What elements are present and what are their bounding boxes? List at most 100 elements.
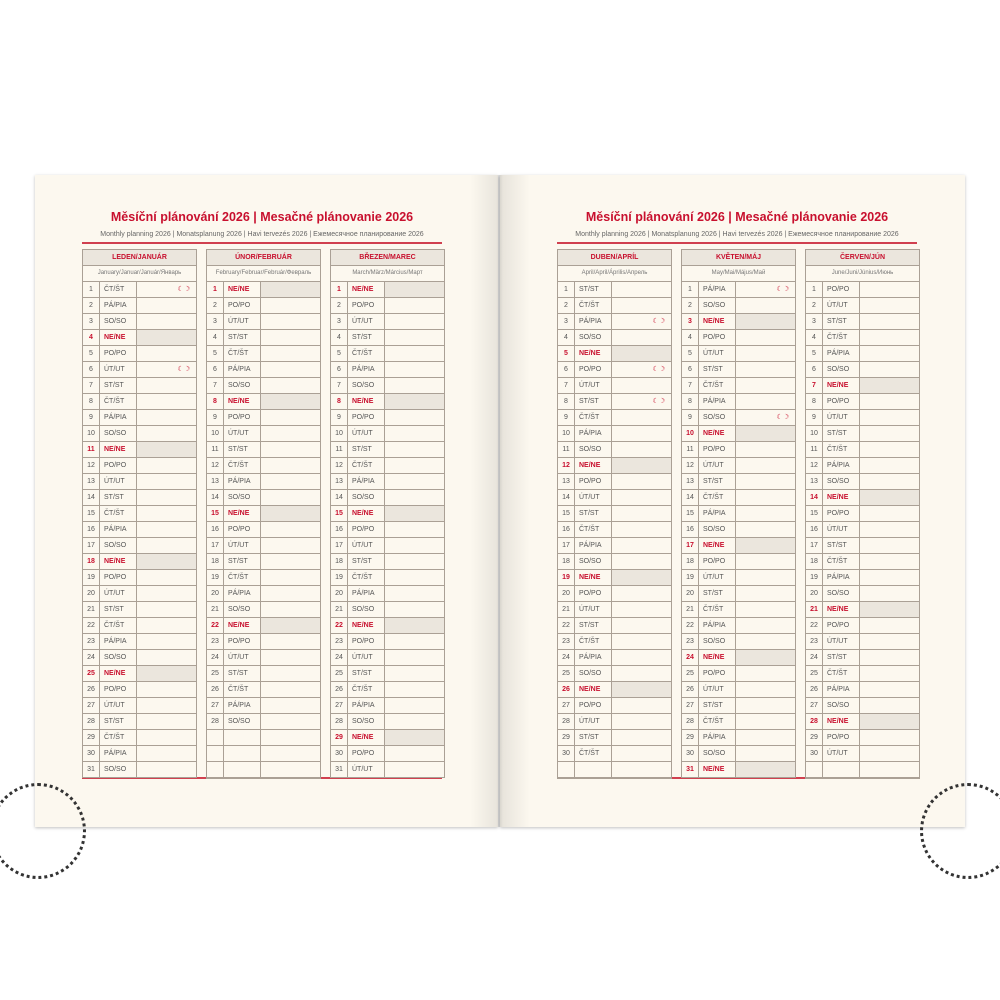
note-cell[interactable] [612, 346, 671, 361]
day-row[interactable]: 1 ČT/ŠT ☾☽ [83, 282, 196, 298]
day-row[interactable]: 1 ST/ST [558, 282, 671, 298]
day-row[interactable]: 22 PÁ/PIA [682, 618, 795, 634]
day-row[interactable]: 4 PO/PO [682, 330, 795, 346]
day-row[interactable]: 4 ST/ST [331, 330, 444, 346]
note-cell[interactable] [261, 282, 320, 297]
day-row[interactable]: 25 NE/NE [83, 666, 196, 682]
note-cell[interactable] [261, 538, 320, 553]
day-row[interactable]: 5 ČT/ŠT [331, 346, 444, 362]
day-row[interactable]: 8 ST/ST ☾☽ [558, 394, 671, 410]
note-cell[interactable] [736, 522, 795, 537]
note-cell[interactable] [137, 762, 196, 777]
note-cell[interactable] [860, 298, 919, 313]
note-cell[interactable] [736, 618, 795, 633]
note-cell[interactable] [736, 586, 795, 601]
day-row[interactable]: 14 SO/SO [207, 490, 320, 506]
day-row[interactable]: 27 ST/ST [682, 698, 795, 714]
note-cell[interactable] [261, 554, 320, 569]
day-row[interactable]: 9 PO/PO [331, 410, 444, 426]
note-cell[interactable] [261, 298, 320, 313]
note-cell[interactable] [261, 410, 320, 425]
day-row[interactable]: 2 PO/PO [207, 298, 320, 314]
note-cell[interactable] [860, 602, 919, 617]
note-cell[interactable] [736, 538, 795, 553]
note-cell[interactable] [385, 602, 444, 617]
note-cell[interactable] [137, 698, 196, 713]
note-cell[interactable] [261, 682, 320, 697]
day-row[interactable]: 5 PÁ/PIA [806, 346, 919, 362]
day-row[interactable]: 30 ÚT/UT [806, 746, 919, 762]
day-row[interactable]: 26 NE/NE [558, 682, 671, 698]
note-cell[interactable] [736, 570, 795, 585]
note-cell[interactable] [137, 634, 196, 649]
day-row[interactable]: 24 PÁ/PIA [558, 650, 671, 666]
note-cell[interactable] [137, 394, 196, 409]
note-cell[interactable] [860, 538, 919, 553]
note-cell[interactable] [860, 442, 919, 457]
day-row[interactable]: 30 SO/SO [682, 746, 795, 762]
day-row[interactable]: 31 NE/NE [682, 762, 795, 777]
day-row[interactable]: 16 PÁ/PIA [83, 522, 196, 538]
day-row[interactable]: 26 ČT/ŠT [207, 682, 320, 698]
note-cell[interactable] [860, 586, 919, 601]
note-cell[interactable] [137, 602, 196, 617]
note-cell[interactable] [261, 474, 320, 489]
day-row[interactable]: 4 ST/ST [207, 330, 320, 346]
note-cell[interactable] [385, 586, 444, 601]
day-row[interactable]: 24 ST/ST [806, 650, 919, 666]
day-row[interactable]: 23 PÁ/PIA [83, 634, 196, 650]
day-row[interactable]: 29 NE/NE [331, 730, 444, 746]
day-row[interactable]: 12 NE/NE [558, 458, 671, 474]
day-row[interactable]: 22 ST/ST [558, 618, 671, 634]
day-row[interactable]: 28 SO/SO [331, 714, 444, 730]
note-cell[interactable] [612, 458, 671, 473]
day-row[interactable]: 1 PO/PO [806, 282, 919, 298]
day-row[interactable]: 2 PO/PO [331, 298, 444, 314]
day-row[interactable]: 30 PÁ/PIA [83, 746, 196, 762]
note-cell[interactable] [261, 362, 320, 377]
day-row[interactable]: 3 ÚT/UT [207, 314, 320, 330]
day-row[interactable]: 29 PO/PO [806, 730, 919, 746]
day-row[interactable]: 22 NE/NE [207, 618, 320, 634]
note-cell[interactable]: ☾☽ [612, 314, 671, 329]
day-row[interactable]: 7 ÚT/UT [558, 378, 671, 394]
note-cell[interactable] [385, 666, 444, 681]
day-row[interactable]: 4 SO/SO [558, 330, 671, 346]
note-cell[interactable] [385, 330, 444, 345]
day-row[interactable]: 6 PÁ/PIA [331, 362, 444, 378]
note-cell[interactable] [385, 730, 444, 745]
note-cell[interactable] [137, 410, 196, 425]
day-row[interactable]: 28 ST/ST [83, 714, 196, 730]
day-row[interactable]: 1 NE/NE [331, 282, 444, 298]
day-row[interactable]: 26 ÚT/UT [682, 682, 795, 698]
note-cell[interactable] [860, 330, 919, 345]
day-row[interactable]: 3 ÚT/UT [331, 314, 444, 330]
note-cell[interactable] [137, 314, 196, 329]
note-cell[interactable] [736, 730, 795, 745]
note-cell[interactable] [736, 762, 795, 777]
day-row[interactable]: 17 NE/NE [682, 538, 795, 554]
note-cell[interactable] [137, 666, 196, 681]
note-cell[interactable] [137, 522, 196, 537]
note-cell[interactable] [860, 490, 919, 505]
day-row[interactable]: 6 SO/SO [806, 362, 919, 378]
day-row[interactable]: 8 NE/NE [207, 394, 320, 410]
day-row[interactable]: 14 ČT/ŠT [682, 490, 795, 506]
day-row[interactable]: 20 ÚT/UT [83, 586, 196, 602]
note-cell[interactable] [261, 666, 320, 681]
day-row[interactable]: 21 ÚT/UT [558, 602, 671, 618]
day-row[interactable]: 19 ÚT/UT [682, 570, 795, 586]
day-row[interactable]: 29 ST/ST [558, 730, 671, 746]
note-cell[interactable] [860, 698, 919, 713]
day-row[interactable]: 23 SO/SO [682, 634, 795, 650]
day-row[interactable]: 10 NE/NE [682, 426, 795, 442]
note-cell[interactable] [261, 458, 320, 473]
note-cell[interactable] [261, 714, 320, 729]
day-row[interactable]: 24 ÚT/UT [331, 650, 444, 666]
note-cell[interactable] [385, 698, 444, 713]
day-row[interactable]: 3 SO/SO [83, 314, 196, 330]
note-cell[interactable] [860, 730, 919, 745]
note-cell[interactable] [137, 682, 196, 697]
day-row[interactable]: 3 ST/ST [806, 314, 919, 330]
note-cell[interactable] [736, 650, 795, 665]
